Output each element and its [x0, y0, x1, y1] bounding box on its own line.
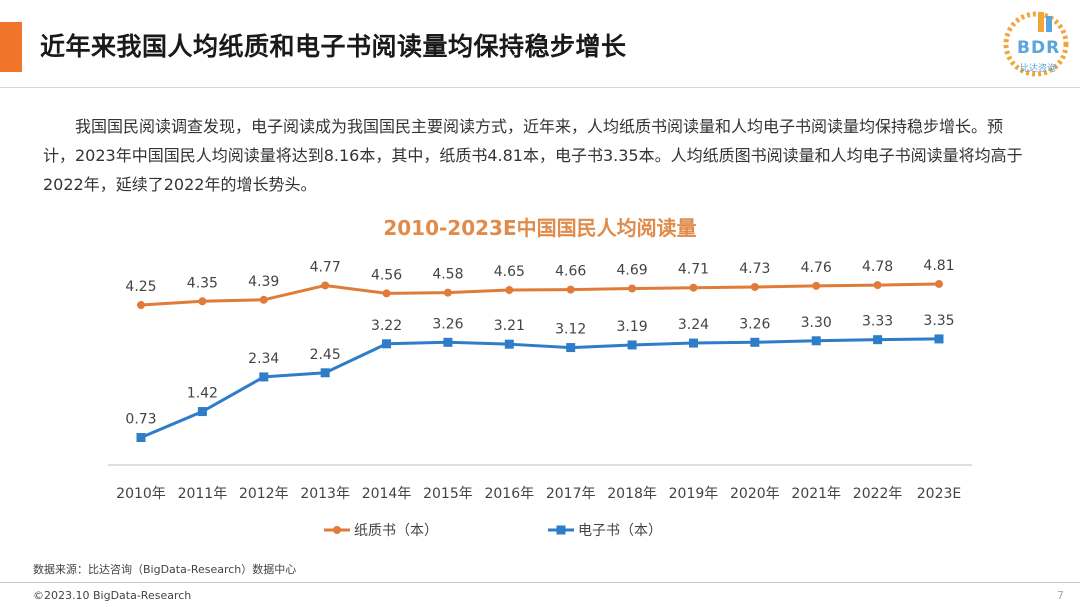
- data-point-paper: [259, 295, 268, 304]
- intro-paragraph: 我国国民阅读调查发现，电子阅读成为我国国民主要阅读方式，近年来，人均纸质书阅读量…: [43, 117, 1023, 194]
- data-label-paper: 4.39: [248, 274, 279, 290]
- legend-marker: [333, 526, 341, 534]
- data-point-paper: [505, 285, 514, 294]
- data-point-paper: [628, 284, 637, 293]
- data-point-ebook: [934, 334, 944, 344]
- data-label-paper: 4.69: [616, 262, 647, 278]
- data-point-ebook: [873, 335, 883, 345]
- data-label-ebook: 3.22: [371, 318, 402, 334]
- legend-marker: [556, 525, 566, 535]
- legend-label: 电子书（本）: [578, 523, 662, 539]
- chart-title: 2010-2023E中国国民人均阅读量: [383, 216, 697, 240]
- data-label-paper: 4.71: [678, 262, 709, 278]
- data-point-paper: [198, 297, 207, 306]
- data-label-paper: 4.56: [371, 267, 402, 283]
- x-tick-label: 2018年: [607, 486, 657, 502]
- x-tick-label: 2020年: [730, 486, 780, 502]
- data-label-ebook: 3.35: [923, 313, 954, 329]
- data-point-ebook: [259, 372, 269, 382]
- data-point-ebook: [382, 339, 392, 349]
- series-line-ebook: [140, 337, 940, 439]
- x-tick-label: 2022年: [853, 486, 903, 502]
- data-label-paper: 4.35: [187, 275, 218, 291]
- data-label-paper: 4.65: [494, 264, 525, 280]
- data-label-ebook: 0.73: [125, 412, 156, 428]
- x-tick-label: 2023E: [917, 486, 961, 502]
- series-line-paper: [140, 282, 940, 307]
- copyright-text: ©2023.10 BigData-Research: [33, 589, 192, 602]
- data-label-paper: 4.76: [801, 260, 832, 276]
- x-tick-label: 2017年: [546, 486, 596, 502]
- data-label-paper: 4.73: [739, 261, 770, 277]
- data-label-paper: 4.66: [555, 264, 586, 280]
- data-point-paper: [566, 285, 575, 294]
- data-point-ebook: [136, 433, 146, 443]
- data-point-paper: [873, 281, 882, 290]
- data-label-paper: 4.77: [310, 259, 341, 275]
- data-label-ebook: 3.12: [555, 322, 586, 338]
- title-accent-bar: [0, 22, 22, 72]
- data-point-paper: [321, 281, 330, 290]
- data-label-ebook: 2.45: [310, 347, 341, 363]
- x-tick-label: 2010年: [116, 486, 166, 502]
- data-label-paper: 4.81: [923, 258, 954, 274]
- data-label-ebook: 3.30: [801, 315, 832, 331]
- page-number: 7: [1057, 589, 1064, 602]
- data-point-ebook: [504, 339, 514, 349]
- data-label-ebook: 1.42: [187, 386, 218, 402]
- page-title: 近年来我国人均纸质和电子书阅读量均保持稳步增长: [40, 32, 627, 61]
- data-source-note: 数据来源：比达咨询（BigData-Research）数据中心: [33, 563, 297, 576]
- x-tick-label: 2013年: [300, 486, 350, 502]
- data-label-ebook: 3.21: [494, 318, 525, 334]
- data-point-paper: [935, 279, 943, 288]
- header-divider: [0, 87, 1080, 88]
- data-point-paper: [382, 289, 391, 298]
- data-label-ebook: 3.26: [432, 316, 463, 332]
- data-point-paper: [137, 301, 145, 310]
- x-tick-label: 2021年: [791, 486, 841, 502]
- data-point-ebook: [443, 337, 453, 347]
- x-tick-label: 2016年: [484, 486, 534, 502]
- logo-subtext: 比达咨询: [1020, 64, 1057, 74]
- data-point-paper: [443, 288, 452, 297]
- data-label-paper: 4.58: [432, 267, 463, 283]
- legend-label: 纸质书（本）: [354, 523, 438, 539]
- data-point-ebook: [688, 338, 698, 348]
- data-label-ebook: 3.19: [616, 319, 647, 335]
- data-point-ebook: [197, 407, 207, 417]
- data-point-ebook: [566, 343, 576, 353]
- data-label-ebook: 3.26: [739, 316, 770, 332]
- x-tick-label: 2012年: [239, 486, 289, 502]
- footer-divider: [0, 582, 1080, 583]
- x-tick-label: 2015年: [423, 486, 473, 502]
- x-tick-label: 2011年: [178, 486, 228, 502]
- data-label-paper: 4.78: [862, 259, 893, 275]
- data-point-paper: [750, 282, 759, 291]
- data-point-paper: [689, 283, 698, 292]
- x-tick-label: 2014年: [362, 486, 412, 502]
- data-point-ebook: [750, 337, 760, 347]
- data-label-ebook: 3.24: [678, 317, 709, 333]
- data-label-ebook: 2.34: [248, 351, 279, 367]
- data-label-ebook: 3.33: [862, 314, 893, 330]
- data-point-ebook: [627, 340, 637, 350]
- bdr-logo: [1003, 11, 1069, 77]
- logo-text: BDR: [1017, 38, 1061, 58]
- data-point-ebook: [320, 368, 330, 378]
- data-point-paper: [812, 281, 821, 290]
- data-label-paper: 4.25: [125, 279, 156, 295]
- x-tick-label: 2019年: [669, 486, 719, 502]
- data-point-ebook: [811, 336, 821, 346]
